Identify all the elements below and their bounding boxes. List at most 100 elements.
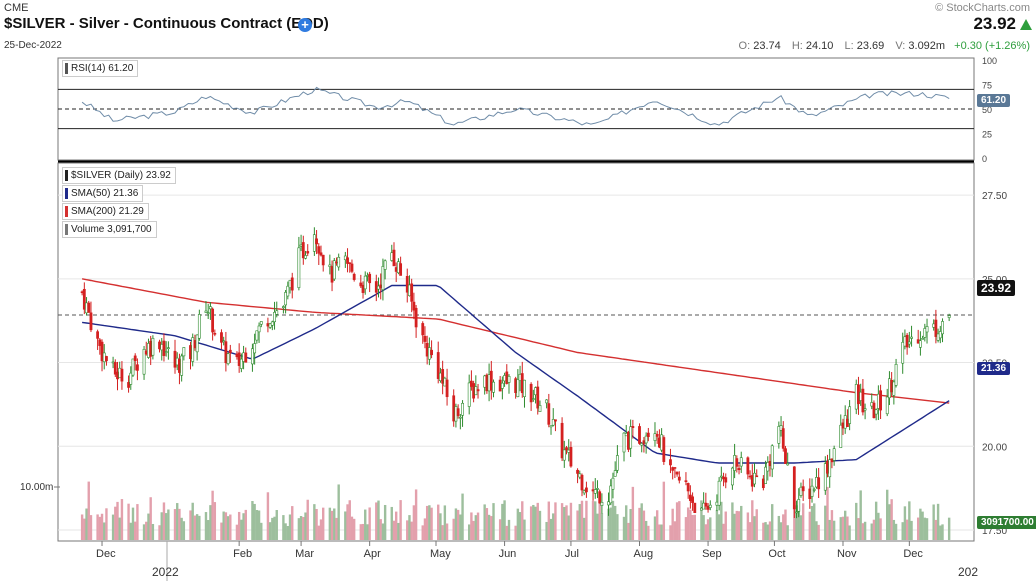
candle-body (817, 477, 821, 490)
candle-body (660, 434, 664, 451)
volume-bar (755, 509, 758, 540)
candle-body (425, 342, 429, 357)
add-indicator-icon[interactable]: + (298, 18, 312, 32)
candle-body (600, 501, 604, 506)
candle-body (131, 358, 135, 376)
volume-bar (870, 523, 873, 540)
volume-bar (516, 508, 520, 540)
price-change: +0.30 (+1.26%) (954, 40, 1030, 52)
candle-body (445, 379, 449, 398)
axis-labels: 17.5020.0022.5025.0027.500255075100DecFe… (20, 56, 1007, 579)
candle-body (795, 511, 798, 514)
candle-body (631, 426, 635, 428)
volume-bar (476, 512, 480, 540)
candle-body (823, 463, 827, 491)
candle-body (266, 323, 270, 327)
volume-bar (660, 524, 663, 540)
candle-body (536, 386, 540, 409)
candle-body (826, 461, 829, 474)
chart-title: $SILVER - Silver - Continuous Contract (… (4, 15, 329, 32)
candle-body (646, 432, 650, 437)
volume-bar (213, 502, 217, 540)
candle-body (686, 483, 690, 492)
volume-bar (826, 486, 829, 540)
sma200-path (81, 278, 950, 404)
volume-bar (934, 519, 938, 540)
price-legend: $SILVER (Daily) 23.92 (62, 167, 176, 184)
rsi-plot (81, 86, 950, 126)
volume-bar (352, 518, 356, 540)
volume-bar (445, 523, 449, 540)
volume-bar (383, 504, 387, 540)
candle-body (408, 284, 411, 297)
month-label: Dec (96, 548, 116, 560)
candle-body (127, 382, 130, 388)
volume-bar (810, 505, 814, 540)
candle-body (585, 487, 588, 493)
volume-bar (350, 516, 354, 540)
volume-bar (348, 500, 351, 540)
month-label: Oct (768, 548, 785, 560)
volume-bar (631, 486, 635, 540)
volume-bar (505, 525, 508, 540)
chart-date: 25-Dec-2022 (4, 40, 62, 51)
volume-bar (118, 517, 121, 540)
candle-body (414, 307, 418, 328)
volume-bar (507, 519, 511, 540)
volume-bar (220, 522, 223, 540)
candle-body (520, 373, 524, 394)
candle-body (859, 391, 863, 401)
volume-bar (932, 504, 935, 540)
candle-body (903, 336, 907, 347)
volume-bar (613, 505, 617, 540)
volume-bar (627, 522, 630, 540)
month-label: Jun (499, 548, 517, 560)
sma50-value-box: 21.36 (977, 362, 1011, 375)
volume-bar (116, 501, 119, 540)
volume-bar (390, 506, 393, 540)
volume-bar (375, 502, 378, 540)
volume-bar (644, 520, 648, 540)
candle-body (319, 252, 323, 256)
candle-body (611, 477, 615, 490)
candle-body (832, 448, 836, 461)
candle-body (722, 476, 725, 480)
candle-body (607, 501, 610, 506)
volume-bar (275, 510, 278, 540)
volume-bar (136, 504, 139, 540)
volume-bar (886, 489, 889, 540)
volume-bar (195, 514, 199, 540)
volume-bar (437, 504, 440, 540)
candle-body (779, 425, 783, 431)
candle-body (209, 306, 212, 310)
candle-body (910, 336, 913, 339)
volume-bar (737, 511, 741, 540)
candle-body (565, 447, 568, 451)
candle-body (458, 416, 462, 419)
volume-bar (671, 508, 674, 540)
candle-body (237, 352, 241, 366)
candle-body (702, 502, 706, 510)
candle-body (874, 409, 878, 415)
candle-body (675, 471, 679, 475)
candle-body (921, 338, 925, 340)
volume-bar (328, 507, 332, 540)
candle-body (691, 496, 694, 503)
volume-bar (600, 513, 604, 540)
volume-bar (162, 502, 166, 540)
candle-body (531, 398, 535, 400)
volume-bar (779, 522, 783, 540)
candle-body (677, 476, 681, 481)
volume-bar (176, 503, 179, 540)
candle-body (193, 340, 197, 349)
candle-body (211, 308, 215, 333)
volume-bar (830, 510, 834, 540)
candle-body (164, 351, 168, 353)
volume-bar (337, 484, 340, 540)
candle-body (85, 302, 88, 314)
volume-bar (567, 515, 570, 540)
candle-body (374, 281, 378, 293)
candle-body (551, 419, 555, 426)
candle-body (810, 485, 814, 497)
